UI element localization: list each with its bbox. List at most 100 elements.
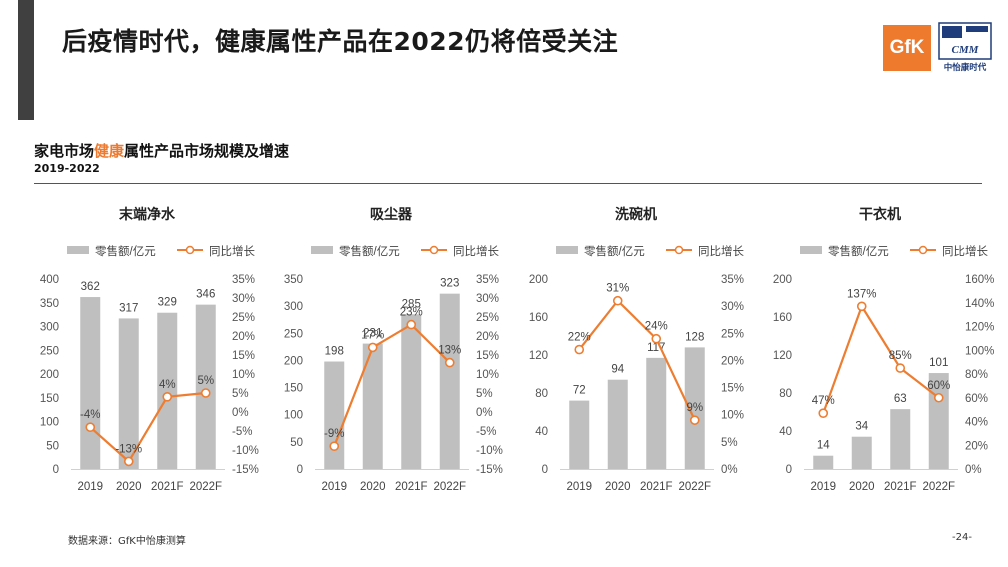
left-axis-tick-label: 40 xyxy=(779,426,792,438)
section-title: 家电市场健康属性产品市场规模及增速 xyxy=(34,140,289,161)
right-axis-tick-label: 60% xyxy=(965,393,988,405)
legend-bar-label: 零售额/亿元 xyxy=(828,244,889,258)
legend-line-marker xyxy=(429,245,439,255)
left-axis-tick-label: 100 xyxy=(284,410,303,422)
left-axis-tick-label: 120 xyxy=(529,350,548,362)
bar-value-label: 94 xyxy=(611,364,624,376)
category-label: 2020 xyxy=(605,481,631,493)
left-axis-tick-label: 160 xyxy=(529,312,548,324)
right-axis-tick-label: 10% xyxy=(476,369,499,381)
growth-point xyxy=(933,392,944,403)
growth-point xyxy=(367,342,378,353)
right-axis-tick-label: -5% xyxy=(232,426,252,438)
bar xyxy=(607,379,628,469)
right-axis-tick-label: 10% xyxy=(721,410,744,422)
section-title-prefix: 家电市场 xyxy=(34,142,95,160)
chart-title: 末端净水 xyxy=(119,206,176,222)
right-axis-tick-label: 140% xyxy=(965,298,994,310)
growth-value-label: 22% xyxy=(568,332,591,344)
legend-line-label: 同比增长 xyxy=(453,244,499,258)
category-label: 2022F xyxy=(678,481,711,493)
slide-title: 后疫情时代，健康属性产品在2022仍将倍受关注 xyxy=(62,27,619,56)
growth-point xyxy=(123,456,134,467)
legend-line-label: 同比增长 xyxy=(698,244,744,258)
growth-point xyxy=(329,441,340,452)
bar-value-label: 198 xyxy=(325,346,344,358)
right-axis-tick-label: 5% xyxy=(476,388,493,400)
legend-bar-swatch xyxy=(311,246,333,254)
right-axis-tick-label: 30% xyxy=(721,301,744,313)
legend-line-label: 同比增长 xyxy=(942,244,988,258)
right-axis-tick-label: 160% xyxy=(965,274,994,286)
left-axis-tick-label: 80 xyxy=(779,388,792,400)
growth-value-label: 47% xyxy=(812,395,835,407)
growth-point xyxy=(444,357,455,368)
left-axis-tick-label: 100 xyxy=(40,417,59,429)
cmm-logo-mark-text: CMM xyxy=(952,44,980,56)
left-axis-tick-label: 50 xyxy=(46,440,59,452)
bar xyxy=(684,347,705,469)
growth-point xyxy=(612,295,623,306)
category-label: 2020 xyxy=(116,481,142,493)
left-axis-tick-label: 200 xyxy=(284,355,303,367)
bar xyxy=(646,357,667,469)
growth-point xyxy=(856,301,867,312)
chart-title: 洗碗机 xyxy=(615,206,657,222)
right-axis-tick-label: 10% xyxy=(232,369,255,381)
category-label: 2021F xyxy=(640,481,673,493)
chart-title: 吸尘器 xyxy=(370,206,413,222)
right-axis-tick-label: 30% xyxy=(476,293,499,305)
right-axis-tick-label: 15% xyxy=(476,350,499,362)
right-axis-tick-label: 15% xyxy=(232,350,255,362)
left-axis-tick-label: 200 xyxy=(40,369,59,381)
bar-value-label: 34 xyxy=(855,421,868,433)
left-axis-tick-label: 160 xyxy=(773,312,792,324)
bar xyxy=(813,455,834,469)
growth-value-label: -13% xyxy=(115,443,142,455)
bar xyxy=(851,436,872,469)
right-axis-tick-label: 5% xyxy=(232,388,249,400)
category-label: 2022F xyxy=(922,481,955,493)
left-accent-bar xyxy=(18,0,34,120)
left-axis-tick-label: 0 xyxy=(53,464,59,476)
growth-value-label: 137% xyxy=(847,288,876,300)
growth-point xyxy=(85,422,96,433)
cmm-logo: CMM 中怡康时代 xyxy=(938,22,992,74)
bar-value-label: 72 xyxy=(573,385,586,397)
right-axis-tick-label: -10% xyxy=(232,445,259,457)
growth-value-label: 5% xyxy=(197,375,214,387)
bar-value-label: 231 xyxy=(363,328,382,340)
growth-value-label: 85% xyxy=(889,350,912,362)
bar xyxy=(569,400,590,469)
right-axis-tick-label: 25% xyxy=(232,312,255,324)
right-axis-tick-label: -15% xyxy=(232,464,259,476)
right-axis-tick-label: 40% xyxy=(965,417,988,429)
bar-value-label: 317 xyxy=(119,302,138,314)
category-label: 2021F xyxy=(395,481,428,493)
growth-point xyxy=(162,391,173,402)
chart-title: 干衣机 xyxy=(859,206,901,222)
category-label: 2020 xyxy=(360,481,386,493)
bar xyxy=(157,312,178,469)
legend-line-marker xyxy=(185,245,195,255)
legend-line-marker xyxy=(674,245,684,255)
section-subtitle: 2019-2022 xyxy=(34,162,100,175)
right-axis-tick-label: 20% xyxy=(476,331,499,343)
bar xyxy=(80,297,101,469)
right-axis-tick-label: 25% xyxy=(476,312,499,324)
right-axis-tick-label: 0% xyxy=(721,464,738,476)
gfk-logo: GfK xyxy=(883,25,931,71)
right-axis-tick-label: -15% xyxy=(476,464,503,476)
left-axis-tick-label: 250 xyxy=(284,328,303,340)
growth-value-label: 60% xyxy=(927,380,950,392)
section-divider xyxy=(34,183,982,184)
bar xyxy=(324,361,345,469)
growth-point xyxy=(574,344,585,355)
bar xyxy=(195,304,216,469)
legend-line-label: 同比增长 xyxy=(209,244,255,258)
bar-value-label: 346 xyxy=(196,289,215,301)
legend-bar-label: 零售额/亿元 xyxy=(95,244,156,258)
